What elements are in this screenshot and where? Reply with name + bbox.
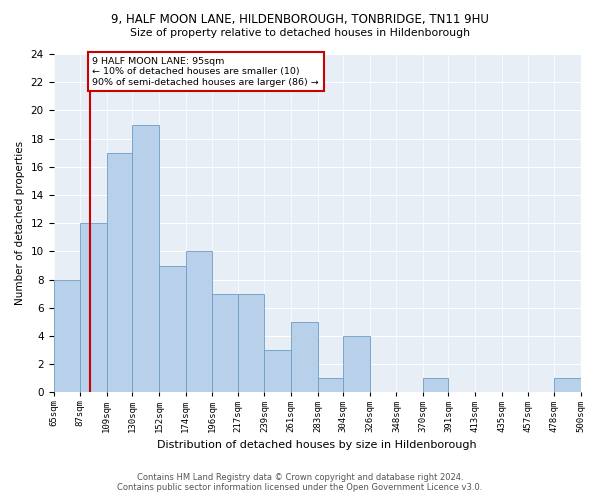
Bar xyxy=(132,124,159,392)
Bar xyxy=(238,294,265,392)
Text: 9, HALF MOON LANE, HILDENBOROUGH, TONBRIDGE, TN11 9HU: 9, HALF MOON LANE, HILDENBOROUGH, TONBRI… xyxy=(111,12,489,26)
X-axis label: Distribution of detached houses by size in Hildenborough: Distribution of detached houses by size … xyxy=(157,440,477,450)
Bar xyxy=(212,294,238,392)
Text: Contains HM Land Registry data © Crown copyright and database right 2024.
Contai: Contains HM Land Registry data © Crown c… xyxy=(118,473,482,492)
Bar xyxy=(185,252,212,392)
Bar xyxy=(107,152,132,392)
Bar xyxy=(53,280,80,392)
Bar xyxy=(343,336,370,392)
Bar xyxy=(554,378,581,392)
Bar xyxy=(317,378,343,392)
Bar xyxy=(159,266,185,392)
Text: 9 HALF MOON LANE: 95sqm
← 10% of detached houses are smaller (10)
90% of semi-de: 9 HALF MOON LANE: 95sqm ← 10% of detache… xyxy=(92,57,319,86)
Bar xyxy=(291,322,317,392)
Text: Size of property relative to detached houses in Hildenborough: Size of property relative to detached ho… xyxy=(130,28,470,38)
Bar xyxy=(265,350,291,393)
Bar xyxy=(423,378,448,392)
Y-axis label: Number of detached properties: Number of detached properties xyxy=(15,141,25,306)
Bar xyxy=(80,223,107,392)
